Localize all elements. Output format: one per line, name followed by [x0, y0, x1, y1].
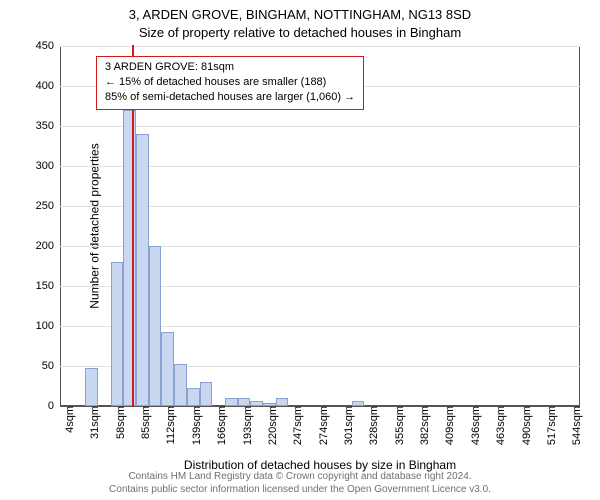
x-tick-label: 328sqm: [364, 406, 380, 445]
y-tick-label: 200: [36, 240, 54, 252]
y-axis-label: Number of detached properties: [88, 143, 102, 308]
title-line-1: 3, ARDEN GROVE, BINGHAM, NOTTINGHAM, NG1…: [0, 6, 600, 24]
x-tick-label: 112sqm: [161, 406, 177, 444]
histogram-bar: [174, 364, 187, 406]
x-tick-label: 490sqm: [517, 406, 533, 445]
gridline: [60, 126, 580, 127]
x-tick-label: 301sqm: [339, 406, 355, 445]
x-tick-label: 4sqm: [60, 406, 76, 433]
x-tick-label: 274sqm: [314, 406, 330, 445]
x-tick-label: 382sqm: [415, 406, 431, 445]
histogram-bar: [85, 368, 98, 406]
footer: Contains HM Land Registry data © Crown c…: [0, 470, 600, 496]
x-tick-label: 355sqm: [390, 406, 406, 445]
y-tick-label: 50: [42, 360, 54, 372]
y-tick-label: 400: [36, 80, 54, 92]
x-tick-label: 166sqm: [212, 406, 228, 445]
histogram-bar: [111, 262, 124, 406]
x-tick-label: 247sqm: [288, 406, 304, 445]
info-box: 3 ARDEN GROVE: 81sqm ← 15% of detached h…: [96, 56, 364, 110]
histogram-bar: [225, 398, 238, 406]
y-tick-label: 250: [36, 200, 54, 212]
histogram-bar: [238, 398, 251, 406]
x-tick-label: 463sqm: [491, 406, 507, 445]
histogram-bar: [187, 388, 200, 406]
x-tick-label: 409sqm: [440, 406, 456, 445]
histogram-bar: [276, 398, 289, 406]
x-tick-label: 85sqm: [136, 406, 152, 439]
x-tick-label: 220sqm: [263, 406, 279, 445]
y-tick-label: 300: [36, 160, 54, 172]
y-tick-label: 0: [48, 400, 54, 412]
info-box-line-2: ← 15% of detached houses are smaller (18…: [105, 75, 355, 90]
histogram-bar: [161, 332, 174, 406]
x-tick-label: 58sqm: [111, 406, 127, 439]
x-tick-label: 436sqm: [466, 406, 482, 445]
x-tick-label: 139sqm: [187, 406, 203, 445]
histogram-bar: [200, 382, 213, 406]
gridline: [60, 46, 580, 47]
info-box-line-1: 3 ARDEN GROVE: 81sqm: [105, 60, 355, 75]
footer-line-1: Contains HM Land Registry data © Crown c…: [0, 470, 600, 483]
plot-area: Number of detached properties Distributi…: [60, 46, 580, 406]
x-tick-label: 544sqm: [567, 406, 583, 445]
chart-container: 3, ARDEN GROVE, BINGHAM, NOTTINGHAM, NG1…: [0, 0, 600, 500]
x-tick-label: 193sqm: [238, 406, 254, 445]
histogram-bar: [149, 246, 162, 406]
x-tick-label: 31sqm: [85, 406, 101, 439]
histogram-bar: [136, 134, 149, 406]
y-tick-label: 100: [36, 320, 54, 332]
title-line-2: Size of property relative to detached ho…: [0, 24, 600, 42]
y-tick-label: 150: [36, 280, 54, 292]
footer-line-2: Contains public sector information licen…: [0, 483, 600, 496]
y-tick-label: 350: [36, 120, 54, 132]
info-box-line-3: 85% of semi-detached houses are larger (…: [105, 90, 355, 105]
x-tick-label: 517sqm: [542, 406, 558, 445]
chart-title: 3, ARDEN GROVE, BINGHAM, NOTTINGHAM, NG1…: [0, 0, 600, 41]
y-tick-label: 450: [36, 40, 54, 52]
